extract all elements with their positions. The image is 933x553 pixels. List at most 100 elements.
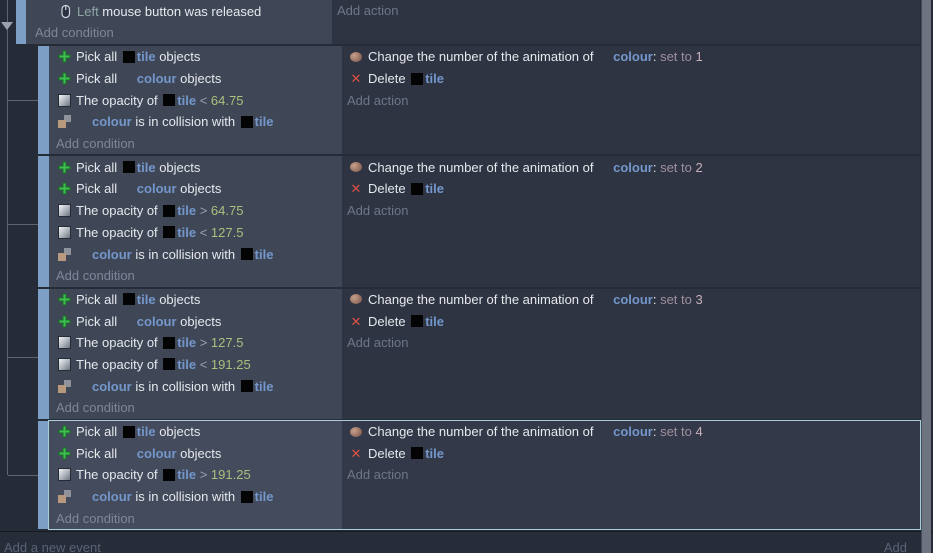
animation-icon (349, 425, 363, 439)
condition-row[interactable]: Pick all tile objects (49, 421, 342, 443)
condition-row[interactable]: Pick all tile objects (49, 46, 342, 68)
condition-row[interactable]: colour is in collision with tile (49, 486, 342, 508)
condition-row[interactable]: Pick all colour objects (49, 442, 342, 464)
sub-events-list: Pick all tile objectsPick all colour obj… (38, 46, 920, 531)
text-segment: is in collision with (132, 247, 239, 262)
condition-row[interactable]: Pick all colour objects (49, 68, 342, 90)
text-segment: tile (425, 446, 444, 461)
object-thumbnail-tile (411, 315, 423, 327)
text-segment: 3 (695, 292, 702, 307)
add-condition-link[interactable]: Add condition (49, 507, 342, 529)
event-block-root: Left mouse button was releasedAdd condit… (16, 0, 920, 44)
condition-row[interactable]: The opacity of tile > 127.5 (49, 332, 342, 354)
delete-icon: ✕ (349, 72, 363, 86)
action-row[interactable]: ✕Delete tile (342, 442, 920, 464)
event-sheet-editor: Left mouse button was releasedAdd condit… (0, 0, 933, 553)
text-segment: Pick all (76, 181, 121, 196)
condition-row[interactable]: Pick all tile objects (49, 156, 342, 178)
add-action-link[interactable]: Add action (342, 464, 920, 486)
add-link[interactable]: Add (884, 540, 907, 553)
action-row[interactable]: Change the number of the animation of co… (342, 421, 920, 443)
opacity-icon (57, 225, 71, 239)
action-row[interactable]: Change the number of the animation of co… (342, 289, 920, 311)
pick-objects-icon (57, 292, 71, 306)
text-segment: > (196, 203, 211, 218)
text-segment: Pick all (76, 314, 121, 329)
selected-event-cells: Pick all tile objectsPick all colour obj… (49, 421, 920, 529)
text-segment: Pick all (76, 292, 121, 307)
condition-row[interactable]: The opacity of tile < 64.75 (49, 89, 342, 111)
text-segment: The opacity of (76, 93, 161, 108)
condition-row[interactable]: The opacity of tile < 191.25 (49, 354, 342, 376)
add-new-event-link[interactable]: Add a new event (4, 540, 101, 553)
action-row[interactable]: Change the number of the animation of co… (342, 46, 920, 68)
condition-row[interactable]: colour is in collision with tile (49, 243, 342, 265)
text-segment: is in collision with (132, 114, 239, 129)
event-grab-bar[interactable] (38, 156, 49, 286)
collision-icon (57, 247, 71, 261)
object-thumbnail-tile (163, 226, 175, 238)
collapse-event-arrow-icon[interactable] (1, 22, 13, 30)
action-row[interactable]: ✕Delete tile (342, 68, 920, 90)
sub-event-block: Pick all tile objectsPick all colour obj… (38, 156, 920, 286)
action-row[interactable]: ✕Delete tile (342, 310, 920, 332)
add-action-link[interactable]: Add action (342, 89, 920, 111)
condition-row[interactable]: colour is in collision with tile (49, 375, 342, 397)
text-segment: set to (660, 424, 695, 439)
text-segment: colour (137, 181, 177, 196)
event-cells: Pick all tile objectsPick all colour obj… (49, 46, 920, 154)
condition-row[interactable]: Pick all colour objects (49, 310, 342, 332)
add-condition-link[interactable]: Add condition (49, 265, 342, 287)
action-row[interactable]: Change the number of the animation of co… (342, 156, 920, 178)
text-segment: : (653, 160, 660, 175)
event-grab-bar[interactable] (38, 289, 49, 419)
add-condition-link[interactable]: Add condition (49, 133, 342, 155)
add-condition-link[interactable]: Add condition (26, 22, 332, 42)
text-segment: tile (177, 93, 196, 108)
pick-objects-icon (57, 182, 71, 196)
condition-row[interactable]: Pick all tile objects (49, 289, 342, 311)
condition-row[interactable]: The opacity of tile > 64.75 (49, 200, 342, 222)
event-grab-bar[interactable] (38, 46, 49, 154)
text-segment: Delete (368, 314, 409, 329)
event-cells: Pick all tile objectsPick all colour obj… (49, 289, 920, 419)
text-segment: Change the number of the animation of (368, 49, 597, 64)
conditions-cell: Pick all tile objectsPick all colour obj… (49, 46, 342, 154)
text-segment: colour (613, 160, 653, 175)
vertical-scrollbar[interactable] (921, 0, 931, 553)
text-segment: objects (177, 446, 222, 461)
action-row[interactable]: ✕Delete tile (342, 178, 920, 200)
add-action-link[interactable]: Add action (342, 200, 920, 222)
condition-row[interactable]: Left mouse button was released (26, 0, 332, 22)
condition-row[interactable]: Pick all colour objects (49, 178, 342, 200)
text-segment: Pick all (76, 49, 121, 64)
event-grab-bar[interactable] (38, 421, 49, 529)
add-condition-link[interactable]: Add condition (49, 397, 342, 419)
pick-objects-icon (57, 425, 71, 439)
condition-row[interactable]: The opacity of tile > 191.25 (49, 464, 342, 486)
opacity-icon (57, 357, 71, 371)
delete-icon: ✕ (349, 182, 363, 196)
text-segment: > (196, 335, 211, 350)
object-thumbnail-colour (123, 73, 135, 85)
text-segment: tile (137, 424, 156, 439)
add-action-link[interactable]: Add action (332, 0, 920, 22)
actions-cell: Change the number of the animation of co… (342, 421, 920, 529)
text-segment: 191.25 (211, 467, 251, 482)
text-segment: Pick all (76, 160, 121, 175)
object-thumbnail-colour (599, 51, 611, 63)
actions-cell: Change the number of the animation of co… (342, 289, 920, 419)
tree-branch-line (8, 224, 38, 225)
text-segment: tile (177, 225, 196, 240)
text-segment: 4 (695, 424, 702, 439)
text-segment: colour (613, 49, 653, 64)
text-segment: tile (255, 379, 274, 394)
condition-row[interactable]: The opacity of tile < 127.5 (49, 222, 342, 244)
delete-icon: ✕ (349, 314, 363, 328)
text-segment: colour (137, 71, 177, 86)
add-action-link[interactable]: Add action (342, 332, 920, 354)
text-segment: tile (255, 114, 274, 129)
text-segment: objects (156, 292, 201, 307)
event-grab-bar[interactable] (16, 0, 26, 44)
condition-row[interactable]: colour is in collision with tile (49, 111, 342, 133)
